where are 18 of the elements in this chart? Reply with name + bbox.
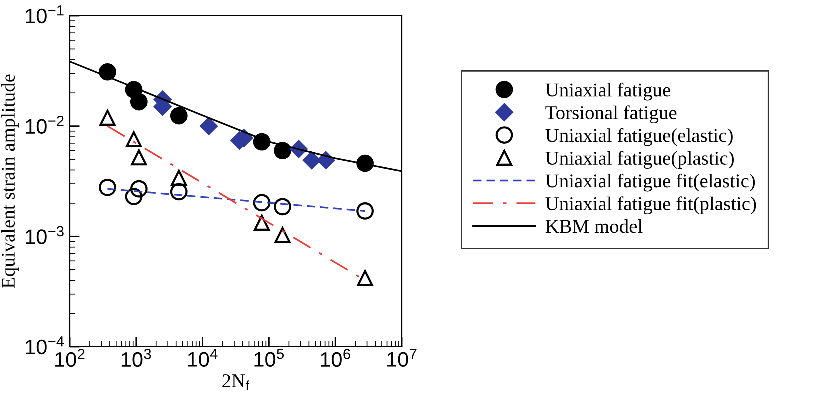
legend-label: Uniaxial fatigue fit(elastic) — [546, 174, 756, 192]
y-tick-label: 10$^{−2}$ — [26, 116, 64, 134]
legend-label: Uniaxial fatigue fit(plastic) — [546, 196, 756, 215]
x-tick-label: 10$^{3}$ — [122, 349, 152, 368]
y-tick-label: 10$^{−1}$ — [26, 6, 64, 24]
x-axis-title: 2N$_{f}$ — [222, 374, 250, 390]
legend-label: Uniaxial fatigue(plastic) — [546, 151, 734, 170]
y-axis-title: Equivalent strain amplitude — [1, 74, 19, 288]
x-tick-label: 10$^{2}$ — [56, 349, 85, 368]
x-tick-label: 10$^{7}$ — [388, 349, 417, 367]
x-tick-label: 10$^{4}$ — [188, 349, 218, 367]
x-tick-label: 10$^{6}$ — [321, 349, 350, 368]
legend-label: Uniaxial fatigue(elastic) — [546, 128, 733, 146]
legend-label: Uniaxial fatigue — [546, 82, 670, 101]
y-tick-label: 10$^{−3}$ — [26, 226, 64, 244]
x-tick-label: 10$^{5}$ — [254, 349, 284, 367]
legend-label: Torsional fatigue — [546, 106, 677, 124]
legend-label: KBM model — [546, 219, 643, 234]
